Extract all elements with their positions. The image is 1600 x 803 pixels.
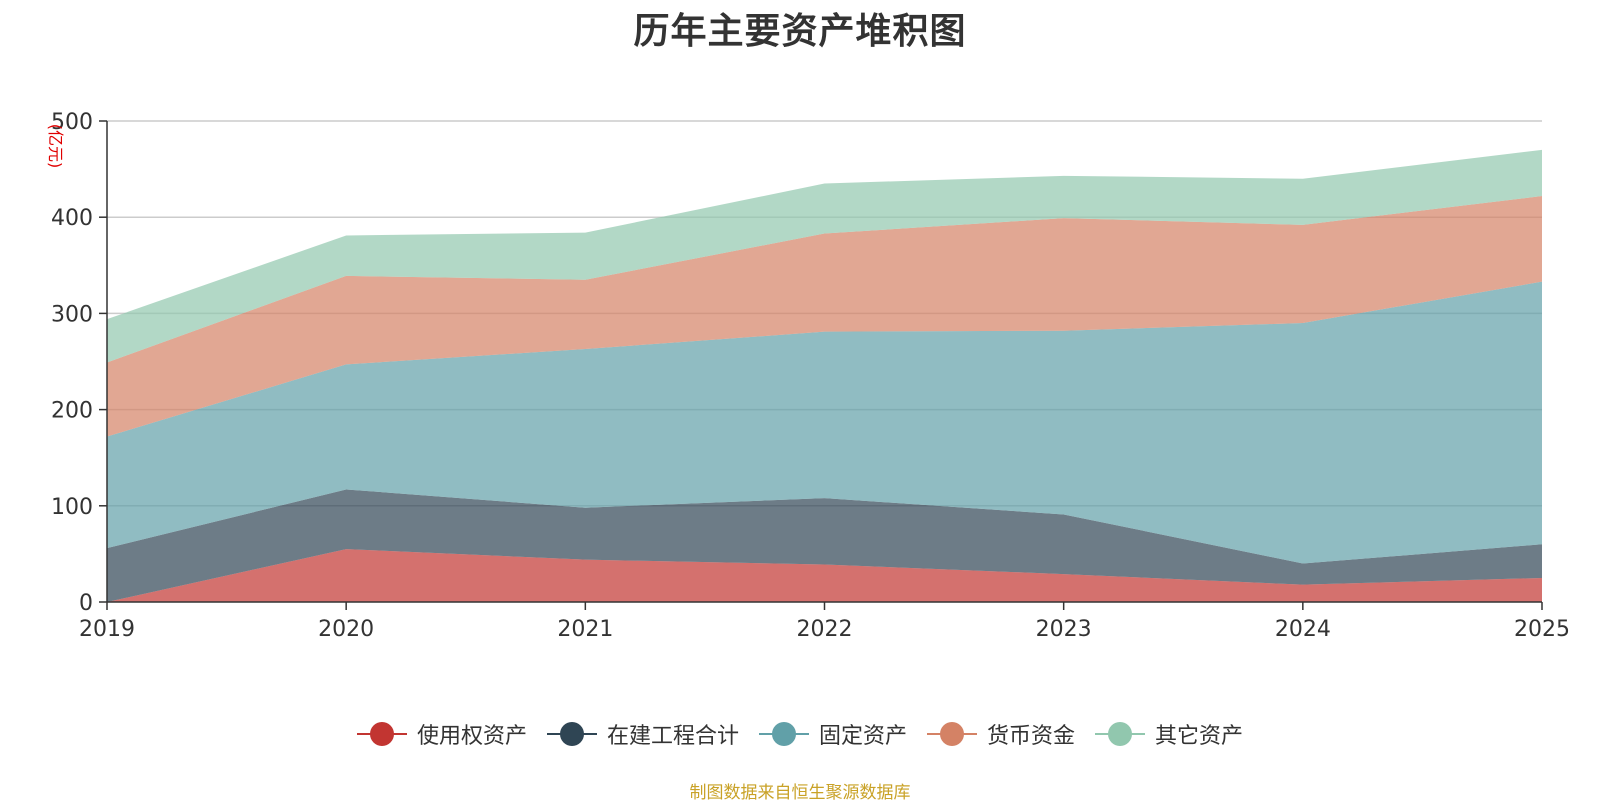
source-note: 制图数据来自恒生聚源数据库: [689, 783, 911, 803]
area-series-4: [107, 149, 1542, 363]
y-tick-label: 100: [51, 495, 93, 520]
legend-marker-icon: [927, 722, 977, 746]
stacked-areas: [107, 149, 1542, 602]
y-axis-unit-label: (亿元): [46, 124, 65, 169]
legend-label: 其它资产: [1155, 724, 1244, 749]
legend-marker-icon: [1095, 722, 1146, 746]
legend-item-1[interactable]: 在建工程合计: [546, 718, 739, 750]
y-tick-label: 0: [79, 591, 93, 616]
area-series-2: [107, 281, 1542, 564]
tick-labels: 0 100 200 300 400 500 2019 2020 2021 2022 2023 2024…: [51, 110, 1570, 642]
area-series-1: [107, 489, 1542, 602]
x-tick-label: 2024: [1275, 617, 1331, 642]
y-tick-label: 500: [51, 110, 93, 135]
legend: 使用权资产 在建工程合计 固定资产 货币资金 其它资产: [0, 718, 1600, 750]
legend-marker-icon: [546, 722, 597, 746]
legend-marker-icon: [356, 722, 407, 746]
y-tick-label: 400: [51, 206, 93, 231]
legend-label: 货币资金: [987, 724, 1076, 749]
legend-label: 固定资产: [818, 724, 907, 749]
chart-title: 历年主要资产堆积图: [633, 11, 967, 52]
x-tick-label: 2022: [797, 617, 853, 642]
legend-label: 在建工程合计: [606, 724, 739, 749]
legend-marker-icon: [758, 722, 809, 746]
legend-item-3[interactable]: 货币资金: [927, 718, 1075, 750]
x-tick-label: 2020: [318, 617, 374, 642]
legend-label: 使用权资产: [416, 724, 527, 749]
area-series-0: [107, 549, 1542, 602]
x-tick-label: 2023: [1036, 617, 1092, 642]
legend-item-4[interactable]: 其它资产: [1095, 718, 1243, 750]
x-tick-label: 2025: [1514, 617, 1570, 642]
legend-item-0[interactable]: 使用权资产: [356, 718, 527, 750]
area-series-3: [107, 196, 1542, 437]
axes: [99, 120, 1543, 610]
legend-item-2[interactable]: 固定资产: [758, 718, 907, 750]
x-tick-label: 2019: [79, 617, 135, 642]
y-tick-label: 200: [51, 399, 93, 424]
x-tick-label: 2021: [557, 617, 613, 642]
y-tick-label: 300: [51, 302, 93, 327]
